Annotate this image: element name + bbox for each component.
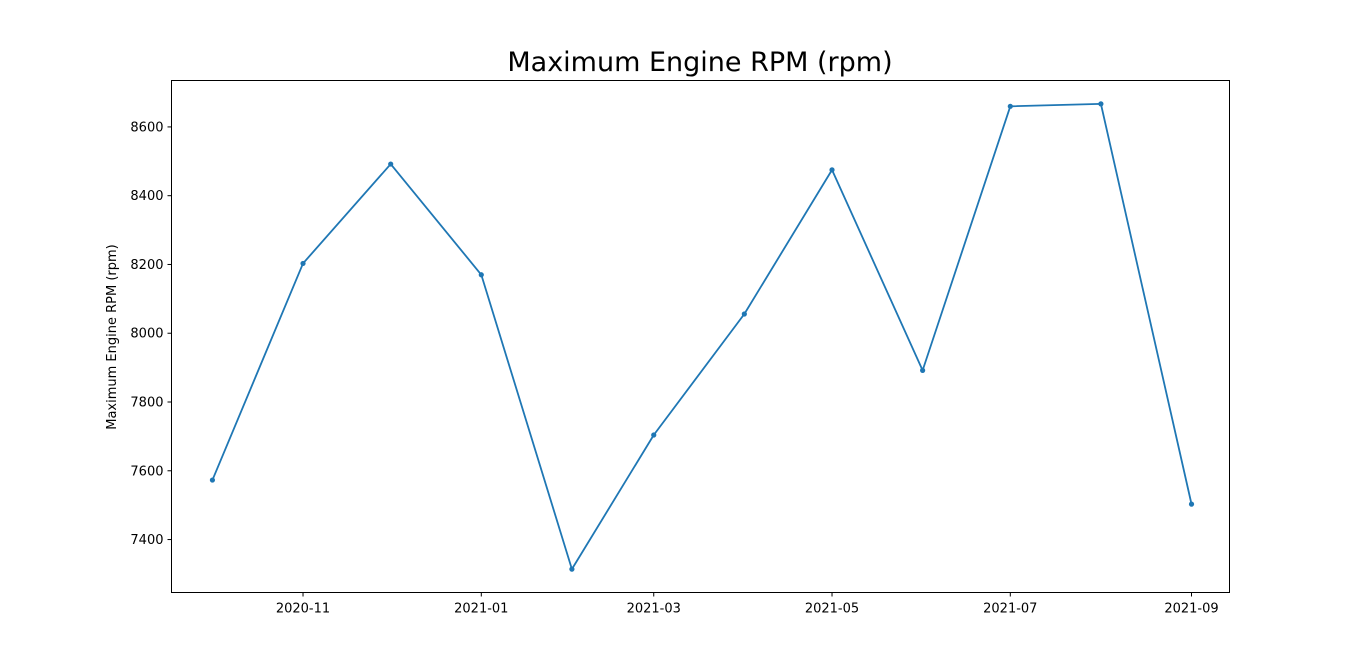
chart-title: Maximum Engine RPM (rpm) <box>507 47 892 78</box>
y-axis: 7400 7600 7800 8000 8200 8400 8600 <box>130 120 172 548</box>
x-tick-label: 2020-11 <box>276 602 330 617</box>
x-tick-label: 2021-03 <box>627 602 681 617</box>
series-line <box>211 102 1193 571</box>
y-tick-label: 8600 <box>130 120 163 135</box>
y-tick-label: 7800 <box>130 396 163 411</box>
data-point <box>1098 101 1104 107</box>
plot-frame <box>171 80 1230 593</box>
data-point <box>920 367 926 373</box>
data-point <box>651 432 657 438</box>
y-tick-label: 7400 <box>130 533 163 548</box>
data-point <box>300 260 306 267</box>
data-point <box>829 167 835 173</box>
data-point <box>209 477 216 483</box>
y-axis-label: Maximum Engine RPM (rpm) <box>105 244 120 430</box>
plot-area <box>209 101 1195 572</box>
x-tick-label: 2021-01 <box>454 602 508 617</box>
y-tick-label: 8400 <box>130 189 163 204</box>
y-tick-label: 7600 <box>130 464 163 479</box>
data-point <box>1188 501 1195 507</box>
x-axis: 2020-11 2021-01 2021-03 2021-05 2021-07 2021-… <box>276 592 1219 617</box>
y-tick-label: 8000 <box>130 327 163 342</box>
x-tick-label: 2021-09 <box>1164 602 1218 617</box>
data-point <box>741 311 747 317</box>
x-tick-label: 2021-07 <box>983 602 1037 617</box>
data-point <box>1007 103 1013 109</box>
data-point <box>569 566 575 572</box>
data-point <box>388 161 394 167</box>
data-point <box>478 272 484 278</box>
y-tick-label: 8200 <box>130 258 163 273</box>
x-tick-label: 2021-05 <box>805 602 859 617</box>
